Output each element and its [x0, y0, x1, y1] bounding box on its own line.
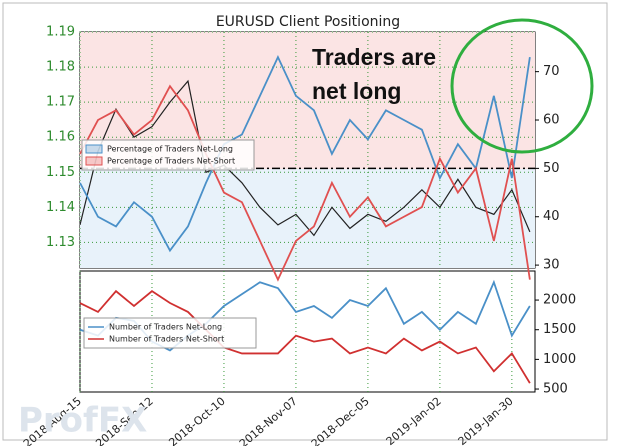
- legend-label: Number of Traders Net-Short: [109, 335, 224, 344]
- legend-swatch: [85, 144, 103, 154]
- y2-tick-label: 30: [543, 258, 560, 273]
- series-line: [79, 84, 531, 282]
- y-tick-label: 2000: [543, 293, 576, 308]
- y-tick-label: 1500: [543, 322, 576, 337]
- long-zone: [80, 169, 535, 268]
- legend-label: Percentage of Traders Net-Short: [107, 157, 235, 166]
- watermark: ProfFX: [18, 401, 147, 441]
- y-tick-label: 1.15: [46, 165, 75, 180]
- y-tick-label: 1.18: [46, 60, 75, 75]
- y-tick-label: 500: [543, 382, 568, 397]
- y2-tick-label: 50: [543, 161, 560, 176]
- legend-swatch: [85, 156, 103, 166]
- legend-box: [83, 317, 257, 349]
- y-tick-label: 1.14: [46, 200, 75, 215]
- series-line: [79, 79, 531, 237]
- y-tick-label: 1.19: [46, 25, 75, 40]
- chart-title: EURUSD Client Positioning: [216, 14, 400, 30]
- highlight-circle: [450, 18, 594, 154]
- legend-label: Percentage of Traders Net-Long: [107, 145, 233, 154]
- y-tick-label: 1.13: [46, 235, 75, 250]
- legend-box: [81, 139, 255, 171]
- annotation: Traders are net long: [312, 44, 437, 104]
- y2-tick-label: 70: [543, 64, 560, 79]
- y-tick-label: 1000: [543, 352, 576, 367]
- y-tick-label: 1.16: [46, 130, 75, 145]
- legend-label: Number of Traders Net-Long: [109, 323, 222, 332]
- y-tick-label: 1.17: [46, 95, 75, 110]
- y2-tick-label: 60: [543, 113, 560, 128]
- series-line: [79, 55, 531, 253]
- y2-tick-label: 40: [543, 209, 560, 224]
- series-line: [79, 289, 531, 384]
